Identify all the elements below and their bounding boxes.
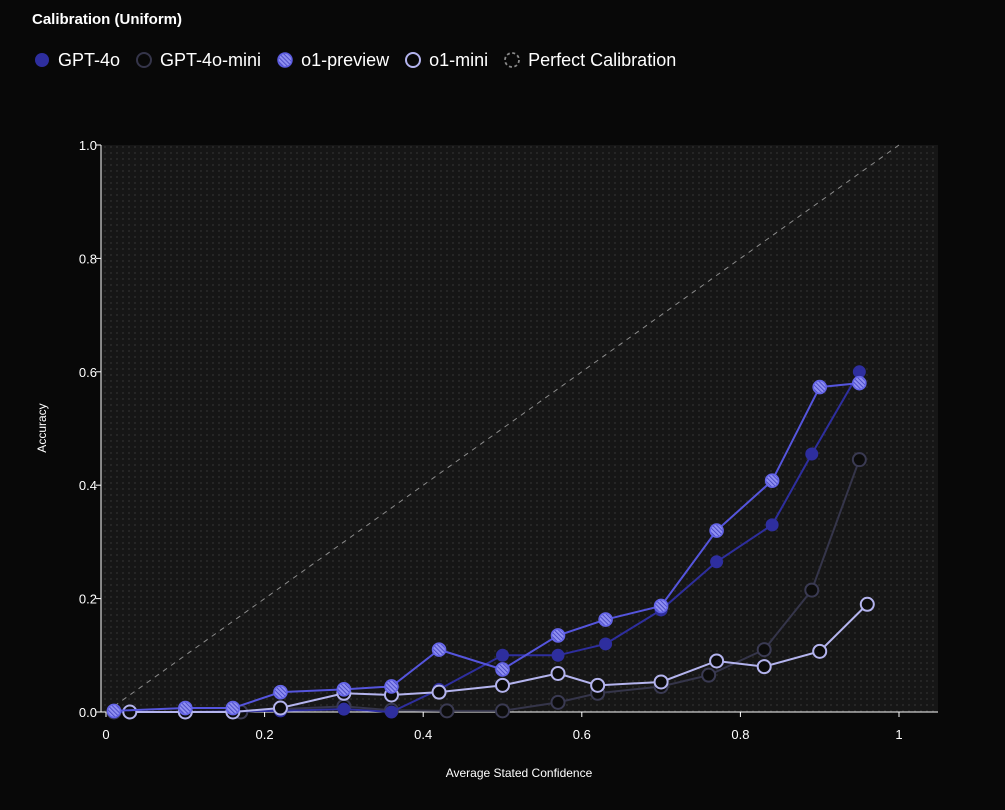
- series-line-gpt-4o: [113, 371, 861, 714]
- legend-item-perfect-calibration[interactable]: Perfect Calibration: [502, 50, 676, 71]
- data-point-o1-mini[interactable]: [812, 643, 828, 659]
- light-hollow-circle-marker-icon: [405, 52, 422, 68]
- legend-item-o1-preview[interactable]: o1-preview: [275, 50, 389, 71]
- data-point-gpt-4o-mini[interactable]: [495, 703, 510, 719]
- data-point-o1-mini[interactable]: [272, 700, 288, 716]
- y-tick-label: 0.4: [79, 478, 97, 493]
- data-point-o1-preview[interactable]: [764, 473, 780, 488]
- data-point-o1-preview[interactable]: [336, 682, 352, 697]
- data-point-o1-mini[interactable]: [431, 684, 447, 700]
- data-point-gpt-4o[interactable]: [551, 648, 565, 662]
- series-perfect-calibration: [105, 144, 900, 713]
- data-point-o1-mini[interactable]: [495, 677, 510, 693]
- x-tick-label: 0: [102, 727, 109, 742]
- data-point-gpt-4o[interactable]: [765, 518, 779, 532]
- legend-item-gpt-4o[interactable]: GPT-4o: [32, 50, 120, 71]
- x-tick-label: 0.6: [573, 727, 591, 742]
- x-tick-label: 0.4: [414, 727, 432, 742]
- data-point-gpt-4o-mini[interactable]: [804, 582, 820, 598]
- y-tick-label: 0.8: [79, 251, 97, 266]
- data-point-o1-preview[interactable]: [225, 700, 241, 716]
- legend-label-gpt-4o-mini: GPT-4o-mini: [160, 49, 262, 70]
- data-point-gpt-4o[interactable]: [384, 705, 398, 719]
- data-point-gpt-4o-mini[interactable]: [550, 694, 566, 710]
- series-o1-preview: [106, 375, 867, 719]
- data-point-o1-preview[interactable]: [852, 375, 867, 391]
- data-point-o1-preview[interactable]: [495, 662, 510, 677]
- data-point-gpt-4o-mini[interactable]: [851, 452, 867, 468]
- data-point-gpt-4o[interactable]: [710, 555, 724, 569]
- data-point-o1-preview[interactable]: [273, 684, 288, 700]
- data-point-o1-mini[interactable]: [122, 704, 138, 720]
- data-point-gpt-4o-mini[interactable]: [756, 642, 772, 658]
- dashed-circle-marker-icon: [504, 52, 521, 68]
- data-point-gpt-4o-mini[interactable]: [439, 703, 455, 719]
- x-tick-label: 1: [895, 727, 902, 742]
- legend-label-o1-preview: o1-preview: [301, 49, 390, 70]
- data-point-o1-preview[interactable]: [384, 679, 399, 694]
- legend-label-o1-mini: o1-mini: [429, 49, 489, 70]
- data-point-o1-mini[interactable]: [590, 677, 606, 693]
- data-point-o1-preview[interactable]: [598, 612, 613, 627]
- data-point-o1-preview[interactable]: [550, 628, 566, 643]
- hollow-circle-marker-icon: [136, 52, 153, 68]
- data-point-o1-preview[interactable]: [653, 598, 669, 614]
- y-tick-label: 0.6: [79, 365, 97, 380]
- data-point-gpt-4o[interactable]: [805, 447, 819, 461]
- data-point-o1-mini[interactable]: [550, 665, 566, 681]
- legend: GPT-4o GPT-4o-mini o1-preview o1-mini: [32, 48, 690, 72]
- data-point-o1-mini[interactable]: [859, 596, 875, 612]
- y-axis-label: Accuracy: [35, 403, 49, 452]
- legend-item-gpt-4o-mini[interactable]: GPT-4o-mini: [134, 50, 261, 71]
- legend-label-perfect-calibration: Perfect Calibration: [528, 49, 677, 70]
- filled-circle-marker-icon: [35, 53, 49, 67]
- data-point-gpt-4o[interactable]: [496, 648, 509, 662]
- data-point-o1-preview[interactable]: [431, 642, 447, 657]
- perfect-calibration-line: [105, 144, 900, 713]
- hatched-circle-marker-icon: [277, 52, 293, 68]
- y-tick-label: 1.0: [79, 138, 97, 153]
- data-point-gpt-4o-mini[interactable]: [701, 667, 717, 683]
- data-point-o1-mini[interactable]: [756, 659, 772, 675]
- data-point-o1-preview[interactable]: [178, 700, 193, 716]
- y-tick-label: 0.2: [79, 592, 97, 607]
- plot-area: [101, 145, 938, 712]
- legend-item-o1-mini[interactable]: o1-mini: [403, 50, 488, 71]
- data-point-o1-preview[interactable]: [709, 523, 724, 538]
- x-tick-label: 0.2: [256, 727, 274, 742]
- data-point-o1-preview[interactable]: [106, 703, 122, 719]
- data-point-gpt-4o[interactable]: [337, 702, 351, 716]
- chart-title: Calibration (Uniform): [32, 11, 182, 28]
- data-point-o1-mini[interactable]: [653, 674, 669, 690]
- legend-label-gpt-4o: GPT-4o: [58, 49, 121, 70]
- data-point-o1-preview[interactable]: [812, 379, 828, 395]
- y-tick-label: 0.0: [79, 705, 97, 720]
- data-point-gpt-4o[interactable]: [599, 637, 613, 651]
- data-point-o1-mini[interactable]: [709, 653, 725, 669]
- x-tick-label: 0.8: [731, 727, 749, 742]
- x-axis-label: Average Stated Confidence: [446, 766, 593, 780]
